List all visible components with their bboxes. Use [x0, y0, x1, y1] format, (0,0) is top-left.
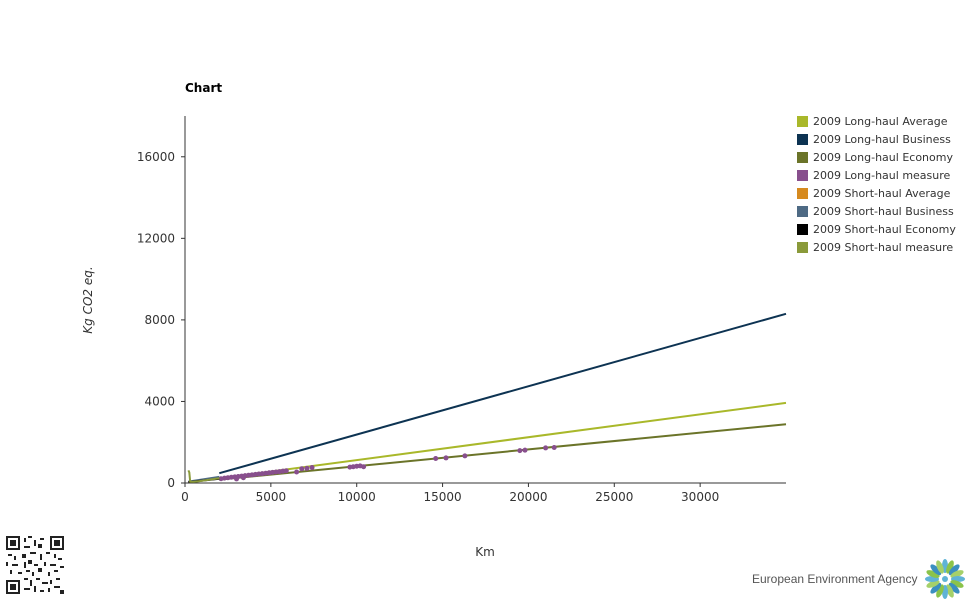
legend-label: 2009 Short-haul Business	[813, 204, 954, 218]
y-tick-label: 0	[167, 476, 175, 490]
footer-branding[interactable]: European Environment Agency	[752, 557, 967, 601]
x-tick-label: 5000	[256, 490, 287, 504]
series-2009-short-haul-measure	[187, 469, 220, 483]
legend-label: 2009 Long-haul Average	[813, 114, 948, 128]
series-line	[219, 401, 787, 480]
x-tick-label: 0	[181, 490, 189, 504]
series-2009-long-haul-measure	[218, 445, 557, 482]
legend-item[interactable]: 2009 Long-haul measure	[797, 166, 956, 184]
logo-petal	[930, 582, 942, 594]
logo-petal	[946, 560, 955, 574]
logo-petal	[949, 582, 961, 594]
agency-name: European Environment Agency	[752, 572, 918, 586]
legend-swatch	[797, 133, 808, 145]
data-point	[299, 466, 305, 472]
x-tick-label: 20000	[509, 490, 547, 504]
logo-petal	[930, 564, 942, 576]
data-point	[462, 453, 468, 459]
series-2009-long-haul-average	[219, 401, 787, 480]
legend-swatch	[797, 241, 808, 253]
data-point	[283, 468, 289, 474]
y-tick-label: 16000	[137, 150, 175, 164]
data-point	[551, 445, 557, 451]
logo-petal	[949, 564, 961, 576]
data-point	[543, 445, 549, 451]
logo-petal	[936, 584, 945, 598]
legend-label: 2009 Long-haul Business	[813, 132, 951, 146]
legend-item[interactable]: 2009 Long-haul Average	[797, 112, 956, 130]
legend-swatch	[797, 169, 808, 181]
logo-petal	[946, 584, 955, 598]
legend-swatch	[797, 115, 808, 127]
logo-petal	[936, 560, 945, 574]
axes: 0 4000 8000 12000 16000 0 5000 10000 15000 20000 2…	[137, 116, 786, 504]
x-tick-label: 30000	[681, 490, 719, 504]
data-point	[304, 465, 310, 471]
data-point	[443, 455, 449, 461]
legend-swatch	[797, 205, 808, 217]
data-point	[517, 448, 523, 454]
x-tick-label: 15000	[423, 490, 461, 504]
series-line	[219, 312, 787, 475]
legend-item[interactable]: 2009 Short-haul Economy	[797, 220, 956, 238]
legend-item[interactable]: 2009 Short-haul Average	[797, 184, 956, 202]
chart-legend: 2009 Long-haul Average 2009 Long-haul Bus…	[797, 112, 956, 256]
logo-petal	[950, 580, 965, 588]
series-2009-long-haul-economy	[219, 423, 787, 481]
y-axis-label: Kg CO2 eq.	[81, 266, 95, 334]
legend-item[interactable]: 2009 Long-haul Business	[797, 130, 956, 148]
logo-petal	[926, 570, 941, 578]
data-point	[309, 465, 315, 471]
data-point	[361, 464, 367, 470]
series-layer	[187, 312, 787, 484]
legend-item[interactable]: 2009 Long-haul Economy	[797, 148, 956, 166]
legend-label: 2009 Long-haul measure	[813, 168, 951, 182]
qr-code-icon[interactable]	[6, 536, 64, 594]
legend-swatch	[797, 151, 808, 163]
legend-swatch	[797, 187, 808, 199]
data-point	[294, 469, 300, 475]
legend-label: 2009 Long-haul Economy	[813, 150, 953, 164]
data-point	[522, 447, 528, 453]
series-line	[219, 423, 787, 481]
series-line	[187, 469, 220, 483]
y-tick-label: 8000	[144, 313, 175, 327]
legend-label: 2009 Short-haul Average	[813, 186, 951, 200]
y-tick-label: 4000	[144, 394, 175, 408]
chart-title: Chart	[185, 81, 223, 95]
y-tick-label: 12000	[137, 231, 175, 245]
logo-petal	[950, 570, 965, 578]
legend-item[interactable]: 2009 Short-haul measure	[797, 238, 956, 256]
series-2009-long-haul-business	[219, 312, 787, 475]
legend-label: 2009 Short-haul Economy	[813, 222, 956, 236]
x-axis-label: Km	[475, 545, 495, 559]
legend-label: 2009 Short-haul measure	[813, 240, 954, 254]
logo-petal	[926, 580, 941, 588]
x-tick-label: 10000	[338, 490, 376, 504]
legend-item[interactable]: 2009 Short-haul Business	[797, 202, 956, 220]
legend-swatch	[797, 223, 808, 235]
x-tick-label: 25000	[595, 490, 633, 504]
eea-logo-icon	[925, 559, 966, 599]
data-point	[433, 456, 439, 462]
